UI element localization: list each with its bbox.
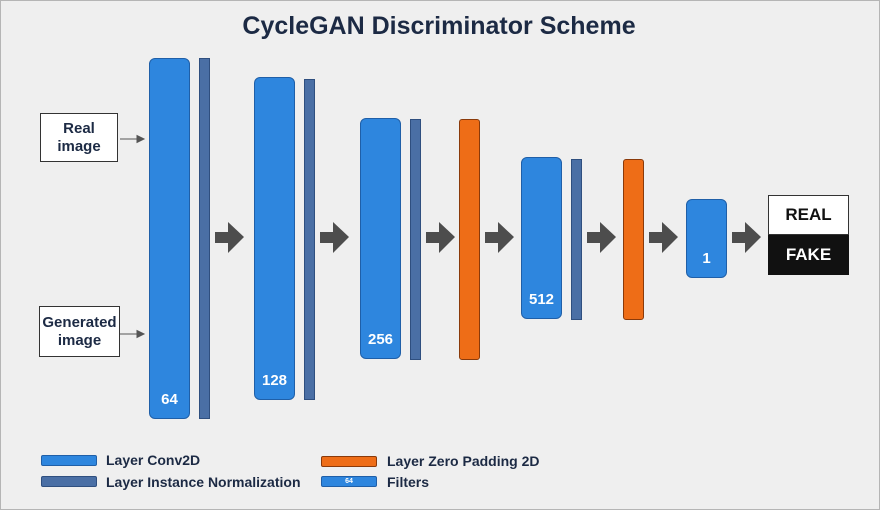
real-image-label-line1: Real [63, 119, 95, 137]
conv2d-block-128: 128 [254, 77, 295, 400]
legend-conv2d-label: Layer Conv2D [106, 452, 201, 468]
legend-conv2d-swatch [41, 455, 97, 466]
block-arrow-icon-7 [732, 222, 761, 253]
block-arrow-icon-1 [215, 222, 244, 253]
legend-instance-norm-label: Layer Instance Normalization [106, 474, 301, 490]
filters-label-128: 128 [261, 372, 288, 389]
generated-image-label-line1: Generated [42, 313, 117, 331]
instance-norm-layer-3 [410, 119, 421, 360]
legend-zero-padding-label: Layer Zero Padding 2D [387, 453, 540, 469]
output-fake-box: FAKE [768, 235, 849, 275]
block-arrow-icon-2 [320, 222, 349, 253]
conv2d-block-512: 512 [521, 157, 562, 319]
generated-image-label-line2: image [57, 331, 102, 349]
zero-padding-layer-1 [459, 119, 480, 360]
diagram-title: CycleGAN Discriminator Scheme [242, 12, 636, 40]
block-arrow-icon-5 [587, 222, 616, 253]
generated-image-input-box: Generated image [39, 306, 120, 357]
legend-filters-example: 64 [345, 478, 353, 485]
filters-label-64: 64 [161, 391, 178, 408]
zero-padding-layer-2 [623, 159, 644, 320]
output-real-box: REAL [768, 195, 849, 235]
real-image-label-line2: image [57, 137, 101, 155]
legend-filters-label: Filters [387, 474, 430, 490]
instance-norm-layer-4 [571, 159, 582, 320]
block-arrow-icon-4 [485, 222, 514, 253]
filters-label-1: 1 [702, 250, 711, 267]
conv2d-block-1: 1 [686, 199, 727, 278]
conv2d-block-256: 256 [360, 118, 401, 359]
legend-filters-swatch: 64 [321, 476, 377, 487]
filters-label-256: 256 [367, 331, 394, 348]
legend-zero-padding-swatch [321, 456, 377, 467]
instance-norm-layer-1 [199, 58, 210, 419]
block-arrow-icon-6 [649, 222, 678, 253]
real-input-arrow-icon [120, 134, 146, 144]
instance-norm-layer-2 [304, 79, 315, 400]
legend-instance-norm-swatch [41, 476, 97, 487]
conv2d-block-64: 64 [149, 58, 190, 419]
real-image-input-box: Real image [40, 113, 118, 162]
generated-input-arrow-icon [120, 329, 146, 339]
block-arrow-icon-3 [426, 222, 455, 253]
filters-label-512: 512 [528, 291, 555, 308]
